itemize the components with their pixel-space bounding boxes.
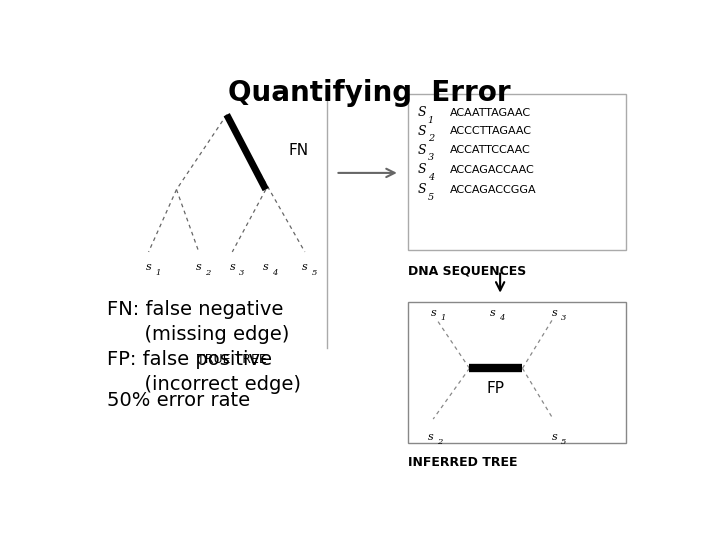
Text: 1: 1	[156, 268, 161, 276]
Text: S: S	[418, 144, 426, 157]
Text: 5: 5	[312, 268, 317, 276]
Text: DNA SEQUENCES: DNA SEQUENCES	[408, 265, 526, 278]
Text: FP: false positive: FP: false positive	[107, 349, 271, 369]
Text: 4: 4	[272, 268, 278, 276]
Text: 4: 4	[428, 173, 434, 181]
Text: 5: 5	[428, 193, 434, 201]
Text: 2: 2	[437, 438, 443, 446]
Text: (incorrect edge): (incorrect edge)	[107, 375, 301, 394]
Text: s: s	[428, 431, 433, 442]
Text: S: S	[418, 183, 426, 196]
Text: S: S	[418, 163, 426, 176]
Text: FN: FN	[288, 143, 308, 158]
Text: 5: 5	[561, 438, 567, 446]
Text: s: s	[552, 308, 557, 318]
Text: S: S	[418, 106, 426, 119]
Text: 3: 3	[428, 153, 434, 162]
Text: INFERRED TREE: INFERRED TREE	[408, 456, 518, 469]
Text: (missing edge): (missing edge)	[107, 325, 289, 343]
Text: ACCCTTAGAAC: ACCCTTAGAAC	[450, 126, 532, 136]
Text: 2: 2	[205, 268, 211, 276]
Text: 1: 1	[441, 314, 446, 322]
Text: Quantifying  Error: Quantifying Error	[228, 79, 510, 107]
Text: s: s	[431, 308, 436, 318]
Text: ACAATTAGAAC: ACAATTAGAAC	[450, 107, 531, 118]
Text: s: s	[302, 262, 307, 272]
Text: 3: 3	[561, 314, 567, 322]
Text: FN: false negative: FN: false negative	[107, 300, 283, 319]
Text: 4: 4	[499, 314, 505, 322]
Text: 50% error rate: 50% error rate	[107, 391, 250, 410]
Text: S: S	[418, 125, 426, 138]
Text: 3: 3	[239, 268, 244, 276]
Text: s: s	[552, 431, 557, 442]
Text: s: s	[230, 262, 235, 272]
Text: ACCAGACCAAC: ACCAGACCAAC	[450, 165, 535, 174]
Text: 2: 2	[428, 134, 434, 143]
Text: s: s	[263, 262, 269, 272]
Text: s: s	[490, 308, 495, 318]
Text: ACCAGACCGGA: ACCAGACCGGA	[450, 185, 536, 194]
Text: 1: 1	[428, 116, 434, 125]
Text: s: s	[196, 262, 202, 272]
Text: s: s	[145, 262, 151, 272]
Text: TRUE TREE: TRUE TREE	[197, 353, 267, 366]
Text: FP: FP	[487, 381, 505, 396]
Text: ACCATTCCAAC: ACCATTCCAAC	[450, 145, 531, 155]
